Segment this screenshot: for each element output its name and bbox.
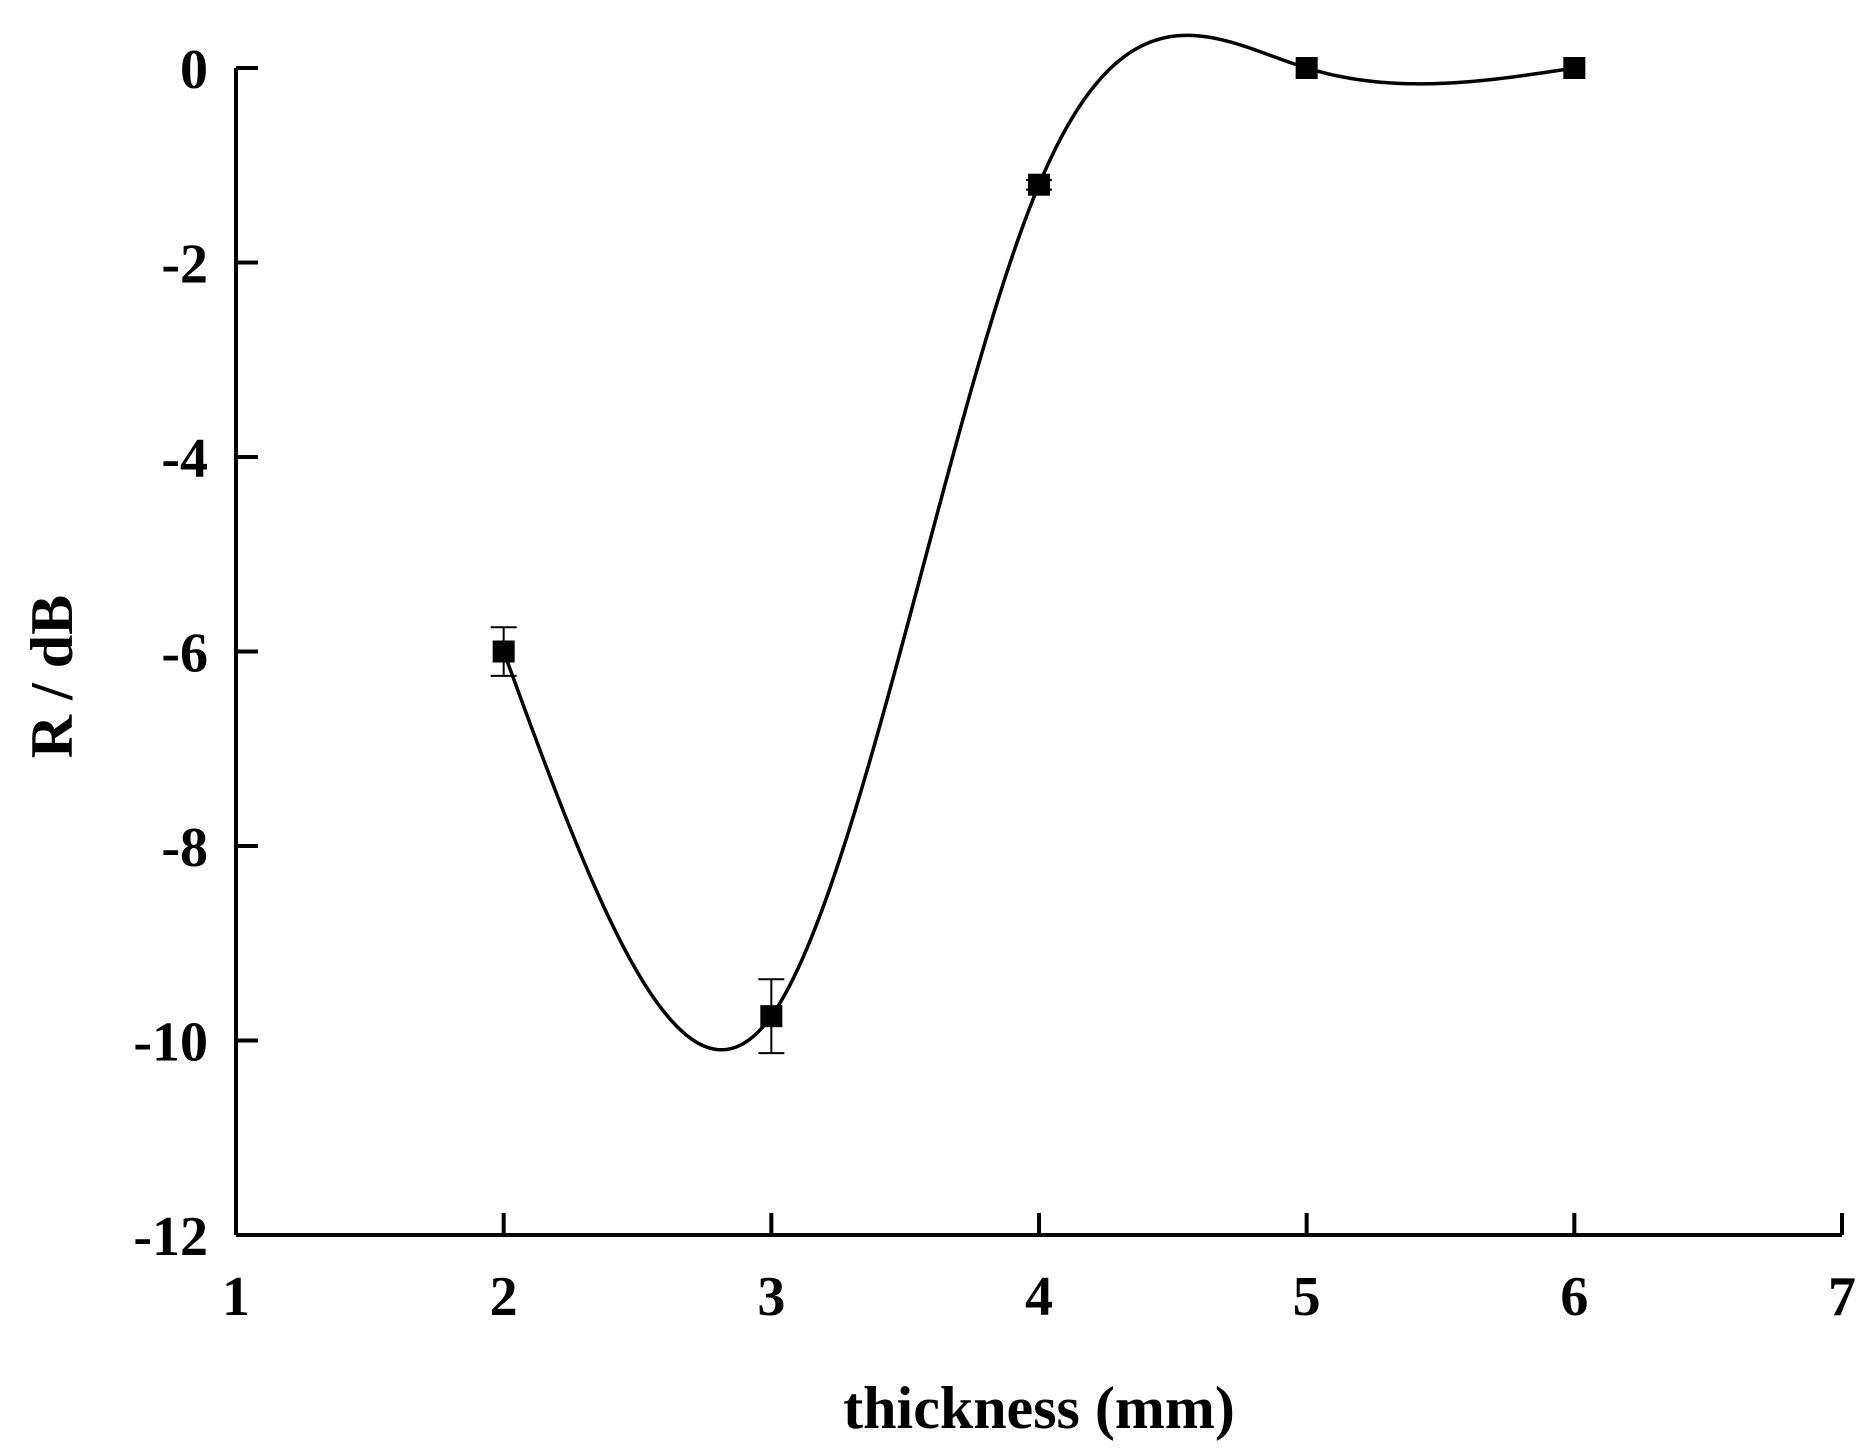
x-tick-label: 5 bbox=[1293, 1266, 1321, 1328]
x-tick-label: 6 bbox=[1560, 1266, 1588, 1328]
y-tick-label: -6 bbox=[161, 623, 208, 685]
x-tick-label: 2 bbox=[490, 1266, 518, 1328]
y-tick-label: -4 bbox=[161, 428, 208, 490]
y-tick-label: 0 bbox=[180, 39, 208, 101]
y-tick-label: -8 bbox=[161, 817, 208, 879]
data-point bbox=[1295, 57, 1318, 79]
x-axis-title: thickness (mm) bbox=[843, 1375, 1235, 1441]
x-tick-label: 7 bbox=[1828, 1266, 1856, 1328]
axes bbox=[234, 68, 1842, 1237]
y-tick-label: -2 bbox=[161, 234, 208, 296]
x-tick-label: 4 bbox=[1025, 1266, 1053, 1328]
y-ticks: 0 -2 -4 -6 -8 -10 -12 bbox=[133, 39, 258, 1268]
y-tick-label: -10 bbox=[133, 1012, 208, 1074]
y-tick-label: -12 bbox=[133, 1206, 208, 1268]
data-point bbox=[1028, 173, 1050, 196]
data-point bbox=[492, 640, 515, 663]
data-point bbox=[760, 1005, 783, 1028]
series-layer bbox=[490, 33, 1586, 1055]
x-tick-label: 1 bbox=[222, 1266, 250, 1328]
x-ticks: 1 2 3 4 5 6 7 bbox=[222, 1213, 1856, 1328]
x-tick-label: 3 bbox=[757, 1266, 785, 1328]
data-point bbox=[1563, 57, 1586, 79]
y-axis-title: R / dB bbox=[19, 595, 85, 758]
